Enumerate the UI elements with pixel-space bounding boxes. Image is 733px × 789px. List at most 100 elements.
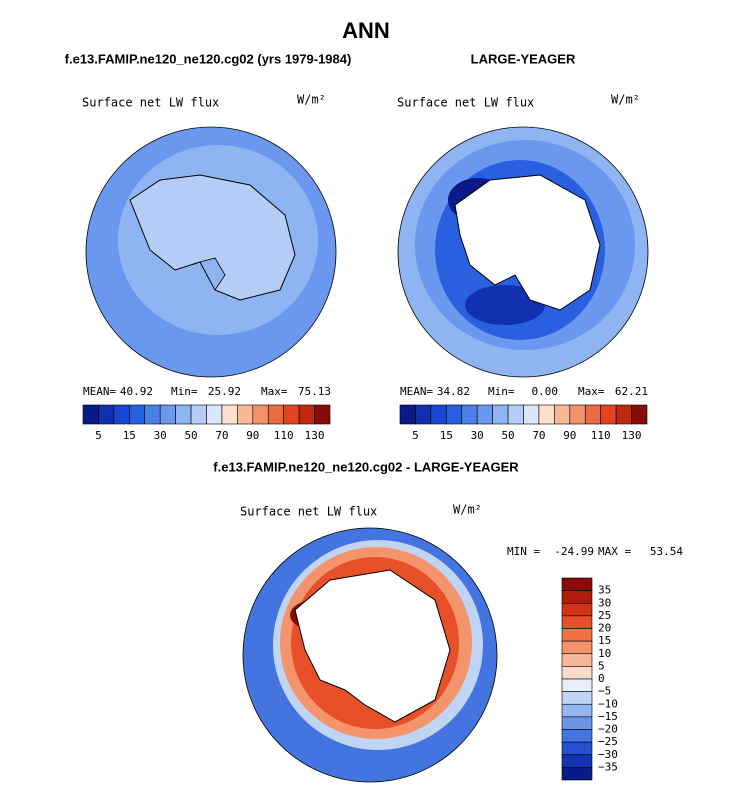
stat-label: Max= — [578, 385, 605, 398]
units: W/m² — [611, 93, 640, 107]
stat-value: 25.92 — [208, 385, 241, 398]
colorbar-label: −10 — [598, 697, 618, 710]
colorbar-box — [267, 404, 284, 425]
colorbar-box — [129, 404, 146, 425]
colorbar-label: 110 — [591, 429, 611, 442]
stat-value: 62.21 — [615, 385, 648, 398]
colorbar-label: 25 — [598, 609, 611, 622]
stat-label: Min= — [488, 385, 515, 398]
colorbar-label: 30 — [471, 429, 484, 442]
colorbar-label: 130 — [622, 429, 642, 442]
colorbar-box — [561, 716, 593, 730]
colorbar-box — [314, 404, 331, 425]
stat-label: MIN = — [507, 545, 540, 558]
colorbar-box — [298, 404, 315, 425]
stat-value: -24.99 — [554, 545, 594, 558]
colorbar-box — [399, 404, 416, 425]
colorbar-box — [561, 767, 593, 781]
units: W/m² — [297, 93, 326, 107]
panel-heading: f.e13.FAMIP.ne120_ne120.cg02 (yrs 1979-1… — [65, 51, 352, 66]
colorbar-box — [561, 602, 593, 617]
colorbar-box — [159, 404, 176, 425]
colorbar-box — [561, 628, 593, 642]
colorbar-label: 110 — [274, 429, 294, 442]
colorbar-box — [600, 404, 617, 425]
colorbar-box — [476, 404, 493, 425]
colorbar-label: −35 — [598, 760, 618, 773]
stat-label: MEAN= — [83, 385, 116, 398]
stat-label: MEAN= — [400, 385, 433, 398]
colorbar-label: 90 — [563, 429, 576, 442]
map — [85, 126, 337, 378]
colorbar-box — [561, 729, 593, 743]
colorbar-label: 35 — [598, 584, 611, 597]
colorbar-box — [554, 404, 571, 425]
colorbar-box — [461, 404, 478, 425]
colorbar-box — [252, 404, 269, 425]
colorbar-box — [221, 404, 238, 425]
colorbar-box — [561, 615, 593, 629]
stat-value: 0.00 — [532, 385, 559, 398]
colorbar-box — [561, 691, 593, 705]
panel-heading: LARGE-YEAGER — [471, 51, 576, 66]
stat-label: Max= — [261, 385, 288, 398]
colorbar-box — [561, 640, 593, 655]
colorbar-label: 20 — [598, 622, 611, 635]
colorbar-box — [415, 404, 432, 425]
colorbar-label: 130 — [305, 429, 325, 442]
colorbar-box — [283, 404, 300, 425]
colorbar-box — [144, 404, 161, 425]
colorbar-label: 70 — [532, 429, 545, 442]
colorbar-label: 10 — [598, 647, 611, 660]
colorbar-label: 30 — [598, 596, 611, 609]
colorbar-box — [98, 404, 115, 425]
colorbar-label: 15 — [440, 429, 453, 442]
colorbar-label: 5 — [95, 429, 102, 442]
colorbar-box — [507, 404, 524, 425]
stat-label: MAX = — [598, 545, 631, 558]
colorbar-box — [561, 666, 593, 680]
colorbar-box — [561, 703, 593, 718]
stat-value: 75.13 — [298, 385, 331, 398]
panel-label: Surface net LW flux — [240, 505, 377, 519]
colorbar-box — [237, 404, 254, 425]
colorbar-label: 15 — [123, 429, 136, 442]
colorbar-box — [561, 678, 593, 692]
panel-label: Surface net LW flux — [397, 96, 534, 110]
colorbar-box — [561, 754, 593, 768]
colorbar-box — [584, 404, 601, 425]
colorbar-label: −25 — [598, 735, 618, 748]
units: W/m² — [453, 503, 482, 517]
colorbar-box — [523, 404, 540, 425]
colorbar-box — [113, 404, 130, 425]
colorbar-box — [446, 404, 463, 425]
stat-value: 53.54 — [650, 545, 683, 558]
colorbar-box — [206, 404, 223, 425]
map — [242, 527, 498, 783]
colorbar-box — [190, 404, 207, 425]
colorbar-label: −20 — [598, 723, 618, 736]
colorbar-label: 0 — [598, 672, 605, 685]
stat-label: Min= — [171, 385, 198, 398]
panel-heading: f.e13.FAMIP.ne120_ne120.cg02 - LARGE-YEA… — [213, 459, 519, 474]
colorbar-label: 15 — [598, 634, 611, 647]
map — [397, 126, 649, 378]
colorbar-label: −5 — [598, 685, 611, 698]
colorbar-label: 5 — [412, 429, 419, 442]
colorbar-box — [538, 404, 555, 425]
colorbar-label: −15 — [598, 710, 618, 723]
stat-value: 34.82 — [437, 385, 470, 398]
colorbar-label: 70 — [215, 429, 228, 442]
colorbar-label: 30 — [154, 429, 167, 442]
colorbar-label: 90 — [246, 429, 259, 442]
colorbar-label: 5 — [598, 659, 605, 672]
colorbar-box — [561, 577, 593, 591]
colorbar-label: −30 — [598, 748, 618, 761]
title: ANN — [342, 18, 390, 43]
colorbar-box — [82, 404, 99, 425]
colorbar-box — [561, 590, 593, 604]
colorbar-box — [631, 404, 648, 425]
colorbar-box — [561, 653, 593, 667]
panel-label: Surface net LW flux — [82, 96, 219, 110]
